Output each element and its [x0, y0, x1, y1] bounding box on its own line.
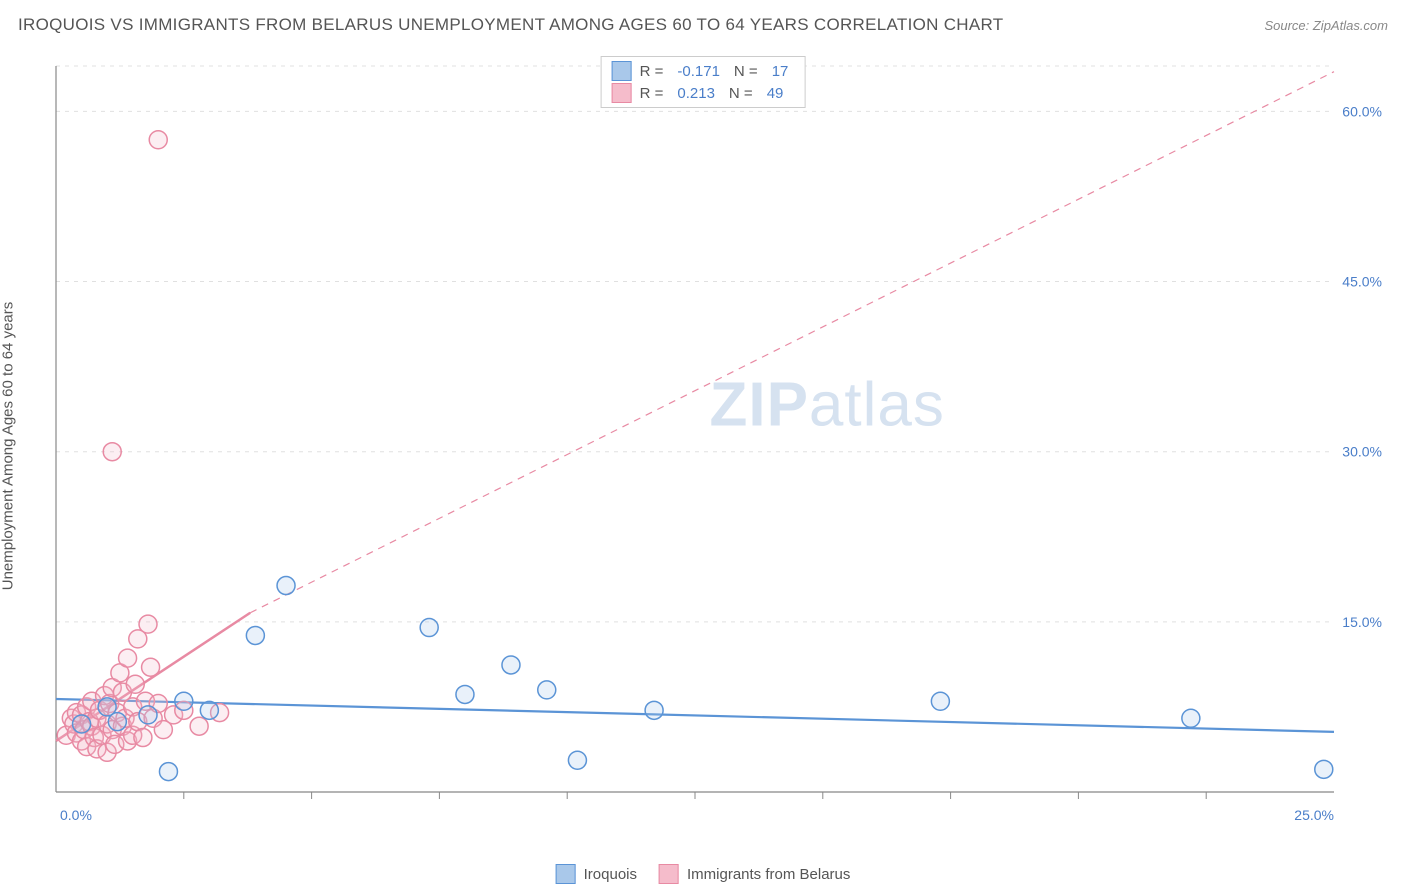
chart-title: IROQUOIS VS IMMIGRANTS FROM BELARUS UNEM… [18, 15, 1003, 35]
swatch-iroquois [612, 61, 632, 81]
chart-area: 15.0%30.0%45.0%60.0%0.0%25.0% ZIPatlas [50, 54, 1390, 834]
swatch-iroquois [556, 864, 576, 884]
stats-row-iroquois: R = -0.171 N = 17 [612, 61, 795, 81]
swatch-belarus [612, 83, 632, 103]
series-legend: Iroquois Immigrants from Belarus [556, 864, 851, 884]
svg-text:30.0%: 30.0% [1342, 444, 1382, 460]
svg-text:60.0%: 60.0% [1342, 103, 1382, 119]
stats-legend: R = -0.171 N = 17 R = 0.213 N = 49 [601, 56, 806, 108]
svg-text:25.0%: 25.0% [1294, 807, 1334, 823]
svg-text:0.0%: 0.0% [60, 807, 92, 823]
stats-row-belarus: R = 0.213 N = 49 [612, 83, 795, 103]
legend-item-belarus: Immigrants from Belarus [659, 864, 850, 884]
scatter-plot: 15.0% 30.0% 45.0% 60.0% 0.0% 25.0% [50, 54, 1390, 834]
source-attribution: Source: ZipAtlas.com [1264, 18, 1388, 33]
swatch-belarus [659, 864, 679, 884]
svg-text:45.0%: 45.0% [1342, 274, 1382, 290]
legend-item-iroquois: Iroquois [556, 864, 637, 884]
svg-text:15.0%: 15.0% [1342, 614, 1382, 630]
y-axis-label: Unemployment Among Ages 60 to 64 years [0, 302, 17, 591]
